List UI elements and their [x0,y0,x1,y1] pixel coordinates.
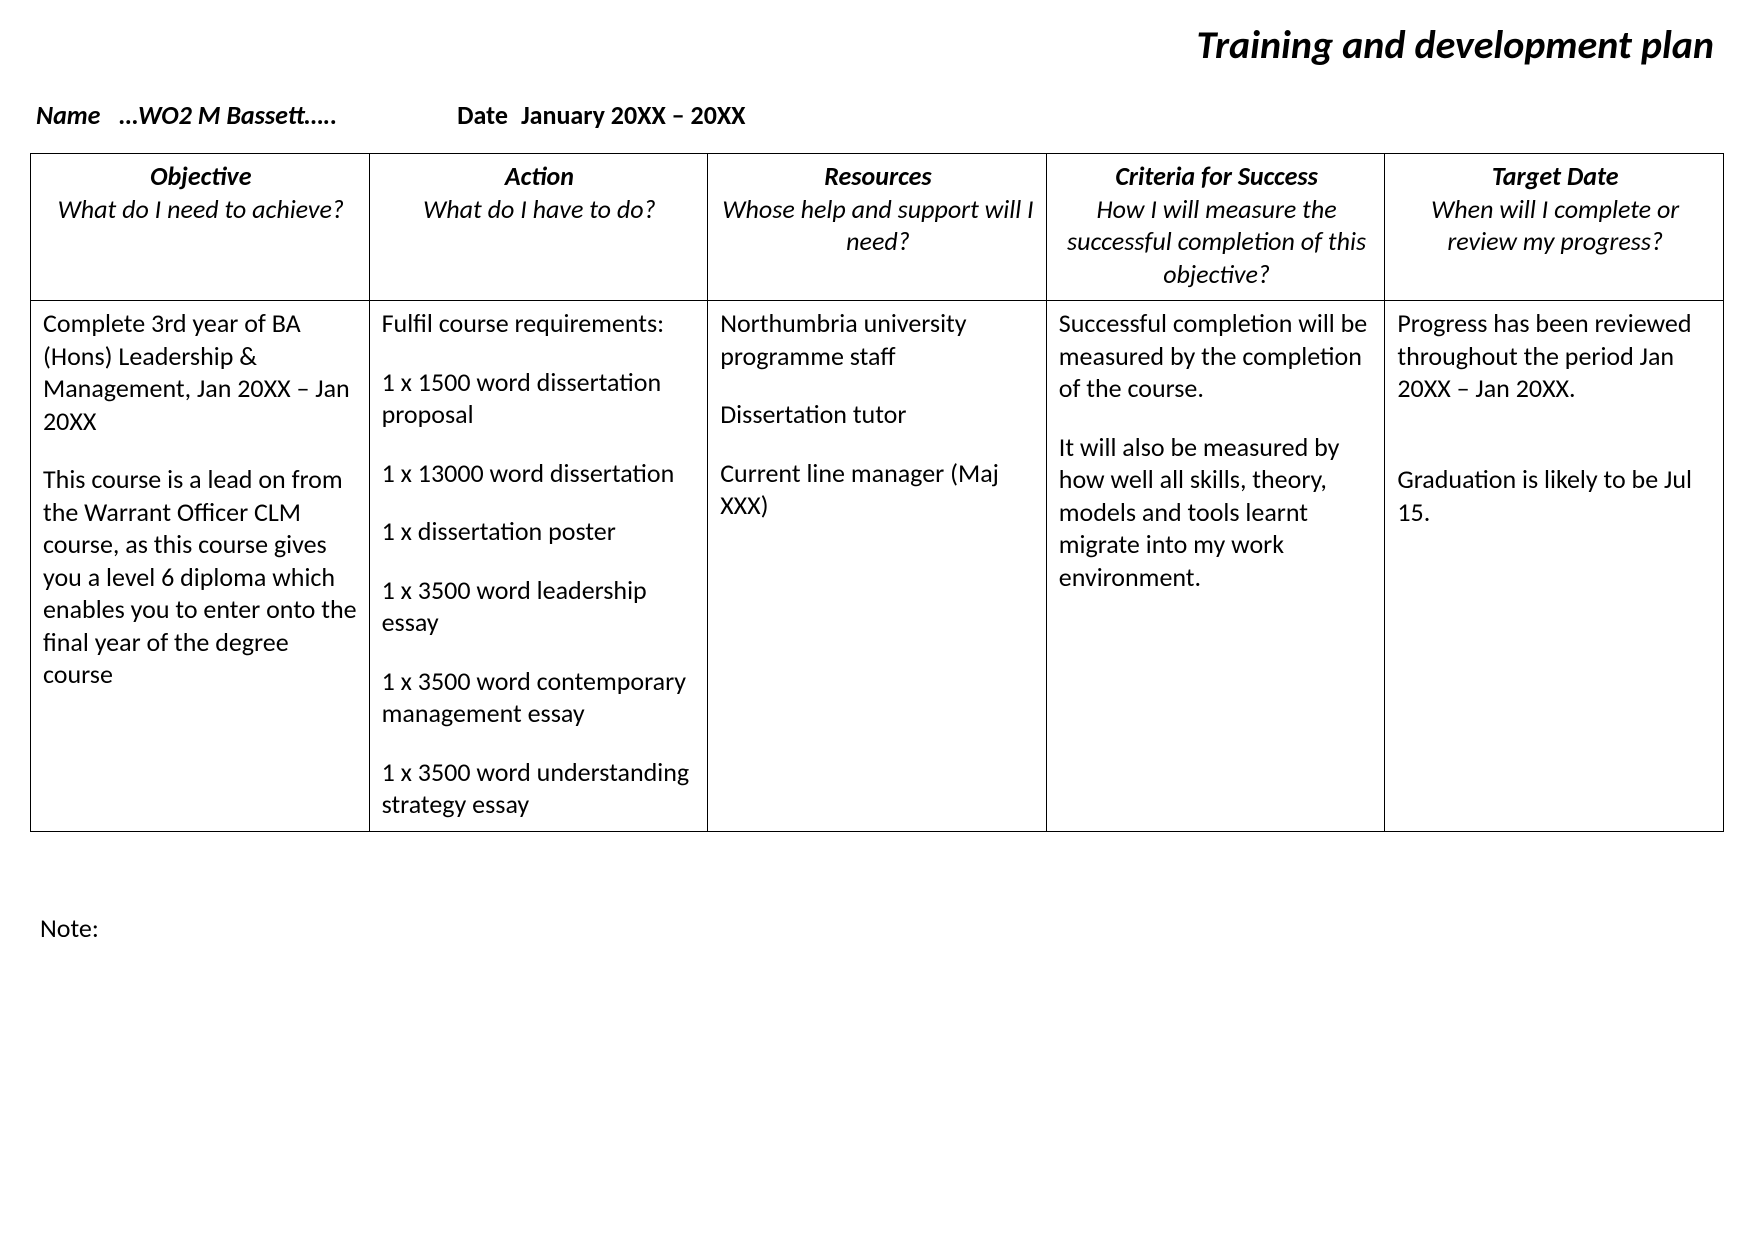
page-title: Training and development plan [30,20,1714,69]
cell-paragraph: 1 x dissertation poster [382,515,698,548]
cell-paragraph: This course is a lead on from the Warran… [43,463,359,691]
header-subtitle: How I will measure the successful comple… [1059,193,1375,291]
cell-paragraph: Northumbria university programme staff [720,307,1036,372]
cell-paragraph: 1 x 1500 word dissertation proposal [382,366,698,431]
date-label: Date [457,99,508,131]
header-target: Target Date When will I complete or revi… [1385,154,1724,301]
cell-paragraph: It will also be measured by how well all… [1059,431,1375,594]
page: Training and development plan Name …WO2 … [0,0,1754,974]
cell-paragraph: Progress has been reviewed throughout th… [1397,307,1713,405]
header-criteria: Criteria for Success How I will measure … [1046,154,1385,301]
meta-row: Name …WO2 M Bassett….. Date January 20XX… [30,99,1724,131]
cell-paragraph [1397,431,1713,464]
header-title: Objective [43,160,359,193]
name-label: Name [36,99,100,131]
header-title: Criteria for Success [1059,160,1375,193]
cell-paragraph: 1 x 13000 word dissertation [382,457,698,490]
header-action: Action What do I have to do? [369,154,708,301]
cell-paragraph: Current line manager (Maj XXX) [720,457,1036,522]
cell-paragraph: Fulfil course requirements: [382,307,698,340]
cell-paragraph: Successful completion will be measured b… [1059,307,1375,405]
header-title: Action [382,160,698,193]
header-subtitle: Whose help and support will I need? [720,193,1036,258]
cell-paragraph: Complete 3rd year of BA (Hons) Leadershi… [43,307,359,437]
header-title: Target Date [1397,160,1713,193]
header-subtitle: What do I need to achieve? [43,193,359,226]
note-label: Note: [30,912,1724,944]
header-subtitle: When will I complete or review my progre… [1397,193,1713,258]
cell-action: Fulfil course requirements: 1 x 1500 word… [369,301,708,832]
cell-paragraph: 1 x 3500 word contemporary management es… [382,665,698,730]
cell-target: Progress has been reviewed throughout th… [1385,301,1724,832]
header-objective: Objective What do I need to achieve? [31,154,370,301]
cell-criteria: Successful completion will be measured b… [1046,301,1385,832]
cell-paragraph: Dissertation tutor [720,398,1036,431]
cell-paragraph: 1 x 3500 word understanding strategy ess… [382,756,698,821]
cell-objective: Complete 3rd year of BA (Hons) Leadershi… [31,301,370,832]
cell-paragraph: Graduation is likely to be Jul 15. [1397,463,1713,528]
table-row: Complete 3rd year of BA (Hons) Leadershi… [31,301,1724,832]
date-value: January 20XX – 20XX [521,99,745,131]
plan-table-body: Complete 3rd year of BA (Hons) Leadershi… [31,301,1724,832]
header-subtitle: What do I have to do? [382,193,698,226]
meta-date: Date January 20XX – 20XX [457,99,745,131]
plan-table: Objective What do I need to achieve? Act… [30,153,1724,832]
name-value: …WO2 M Bassett….. [119,99,337,131]
table-header-row: Objective What do I need to achieve? Act… [31,154,1724,301]
header-resources: Resources Whose help and support will I … [708,154,1047,301]
header-title: Resources [720,160,1036,193]
cell-paragraph: 1 x 3500 word leadership essay [382,574,698,639]
cell-resources: Northumbria university programme staff Di… [708,301,1047,832]
meta-name: Name …WO2 M Bassett….. [36,99,337,131]
